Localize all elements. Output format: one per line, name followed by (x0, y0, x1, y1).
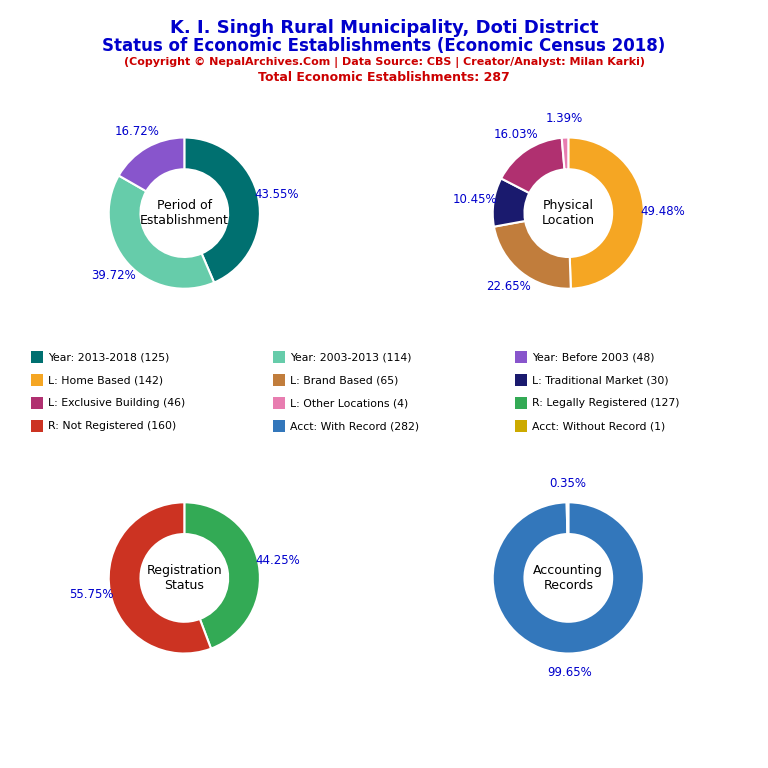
Wedge shape (109, 502, 211, 654)
Wedge shape (502, 137, 564, 193)
Wedge shape (109, 176, 214, 289)
Text: L: Other Locations (4): L: Other Locations (4) (290, 398, 409, 409)
Text: Acct: Without Record (1): Acct: Without Record (1) (532, 421, 666, 432)
Text: 44.25%: 44.25% (255, 554, 300, 568)
Text: R: Legally Registered (127): R: Legally Registered (127) (532, 398, 680, 409)
Wedge shape (494, 221, 571, 289)
Text: 55.75%: 55.75% (69, 588, 114, 601)
Wedge shape (493, 502, 644, 654)
Text: Accounting
Records: Accounting Records (534, 564, 603, 592)
Text: L: Exclusive Building (46): L: Exclusive Building (46) (48, 398, 186, 409)
Text: 0.35%: 0.35% (549, 477, 586, 490)
Text: Year: 2003-2013 (114): Year: 2003-2013 (114) (290, 352, 412, 362)
Text: Status of Economic Establishments (Economic Census 2018): Status of Economic Establishments (Econo… (102, 37, 666, 55)
Text: L: Traditional Market (30): L: Traditional Market (30) (532, 375, 669, 386)
Text: 16.72%: 16.72% (114, 125, 160, 138)
Text: Acct: With Record (282): Acct: With Record (282) (290, 421, 419, 432)
Text: Total Economic Establishments: 287: Total Economic Establishments: 287 (258, 71, 510, 84)
Text: 1.39%: 1.39% (545, 112, 583, 125)
Wedge shape (561, 137, 568, 170)
Text: R: Not Registered (160): R: Not Registered (160) (48, 421, 177, 432)
Wedge shape (184, 502, 260, 649)
Text: Period of
Establishment: Period of Establishment (140, 199, 229, 227)
Wedge shape (567, 502, 568, 534)
Text: 10.45%: 10.45% (452, 193, 497, 206)
Text: 39.72%: 39.72% (91, 270, 136, 283)
Text: Registration
Status: Registration Status (147, 564, 222, 592)
Text: Physical
Location: Physical Location (541, 199, 595, 227)
Text: L: Brand Based (65): L: Brand Based (65) (290, 375, 399, 386)
Text: K. I. Singh Rural Municipality, Doti District: K. I. Singh Rural Municipality, Doti Dis… (170, 19, 598, 37)
Text: Year: 2013-2018 (125): Year: 2013-2018 (125) (48, 352, 170, 362)
Wedge shape (493, 178, 529, 227)
Wedge shape (184, 137, 260, 283)
Text: 99.65%: 99.65% (547, 666, 591, 679)
Text: (Copyright © NepalArchives.Com | Data Source: CBS | Creator/Analyst: Milan Karki: (Copyright © NepalArchives.Com | Data So… (124, 57, 644, 68)
Text: L: Home Based (142): L: Home Based (142) (48, 375, 164, 386)
Text: 22.65%: 22.65% (487, 280, 531, 293)
Text: Year: Before 2003 (48): Year: Before 2003 (48) (532, 352, 655, 362)
Text: 49.48%: 49.48% (641, 205, 685, 218)
Text: 16.03%: 16.03% (493, 128, 538, 141)
Wedge shape (568, 137, 644, 289)
Text: 43.55%: 43.55% (255, 187, 300, 200)
Wedge shape (119, 137, 184, 191)
